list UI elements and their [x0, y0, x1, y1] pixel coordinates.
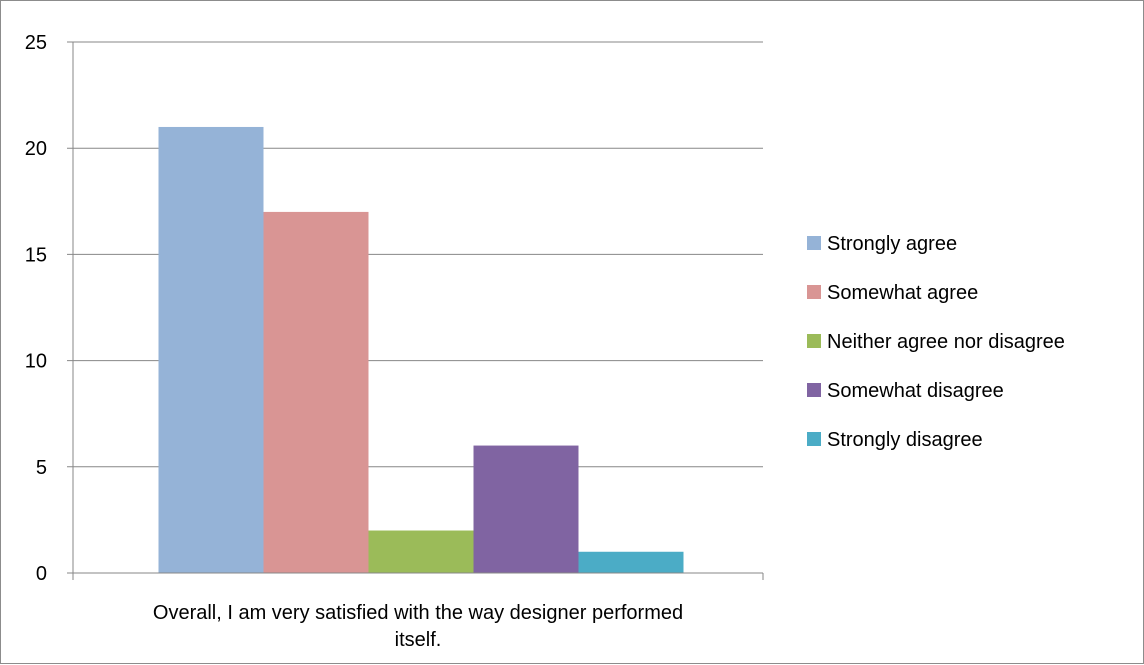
legend-label-strongly-agree: Strongly agree [827, 233, 957, 255]
bar-strongly-disagree [578, 551, 684, 573]
y-tick-label: 15 [25, 244, 47, 266]
y-tick-label: 25 [25, 32, 47, 54]
y-axis-tick-labels: 0 5 10 15 20 25 [25, 32, 47, 585]
legend-label-neither-agree-nor-disagree: Neither agree nor disagree [827, 331, 1065, 353]
bar-somewhat-disagree [473, 445, 579, 573]
bar-neither-agree-nor-disagree [368, 530, 474, 573]
legend-swatch-strongly-agree [807, 236, 821, 250]
legend-label-somewhat-agree: Somewhat agree [827, 282, 978, 304]
x-axis-category-label: Overall, I am very satisfied with the wa… [153, 602, 683, 651]
legend-swatch-neither-agree-nor-disagree [807, 334, 821, 348]
axes [67, 42, 764, 580]
legend-swatch-somewhat-disagree [807, 383, 821, 397]
y-tick-label: 10 [25, 351, 47, 373]
category-label-line: itself. [395, 629, 442, 651]
bar-strongly-agree [158, 126, 264, 574]
bar-somewhat-agree [263, 211, 369, 574]
legend: Strongly agree Somewhat agree Neither agre… [807, 233, 1065, 451]
legend-swatch-strongly-disagree [807, 432, 821, 446]
y-tick-label: 20 [25, 138, 47, 160]
legend-label-strongly-disagree: Strongly disagree [827, 429, 983, 451]
y-tick-label: 5 [36, 457, 47, 479]
y-tick-label: 0 [36, 563, 47, 585]
legend-swatch-somewhat-agree [807, 285, 821, 299]
category-label-line: Overall, I am very satisfied with the wa… [153, 602, 683, 624]
bars [158, 126, 684, 574]
legend-label-somewhat-disagree: Somewhat disagree [827, 380, 1004, 402]
